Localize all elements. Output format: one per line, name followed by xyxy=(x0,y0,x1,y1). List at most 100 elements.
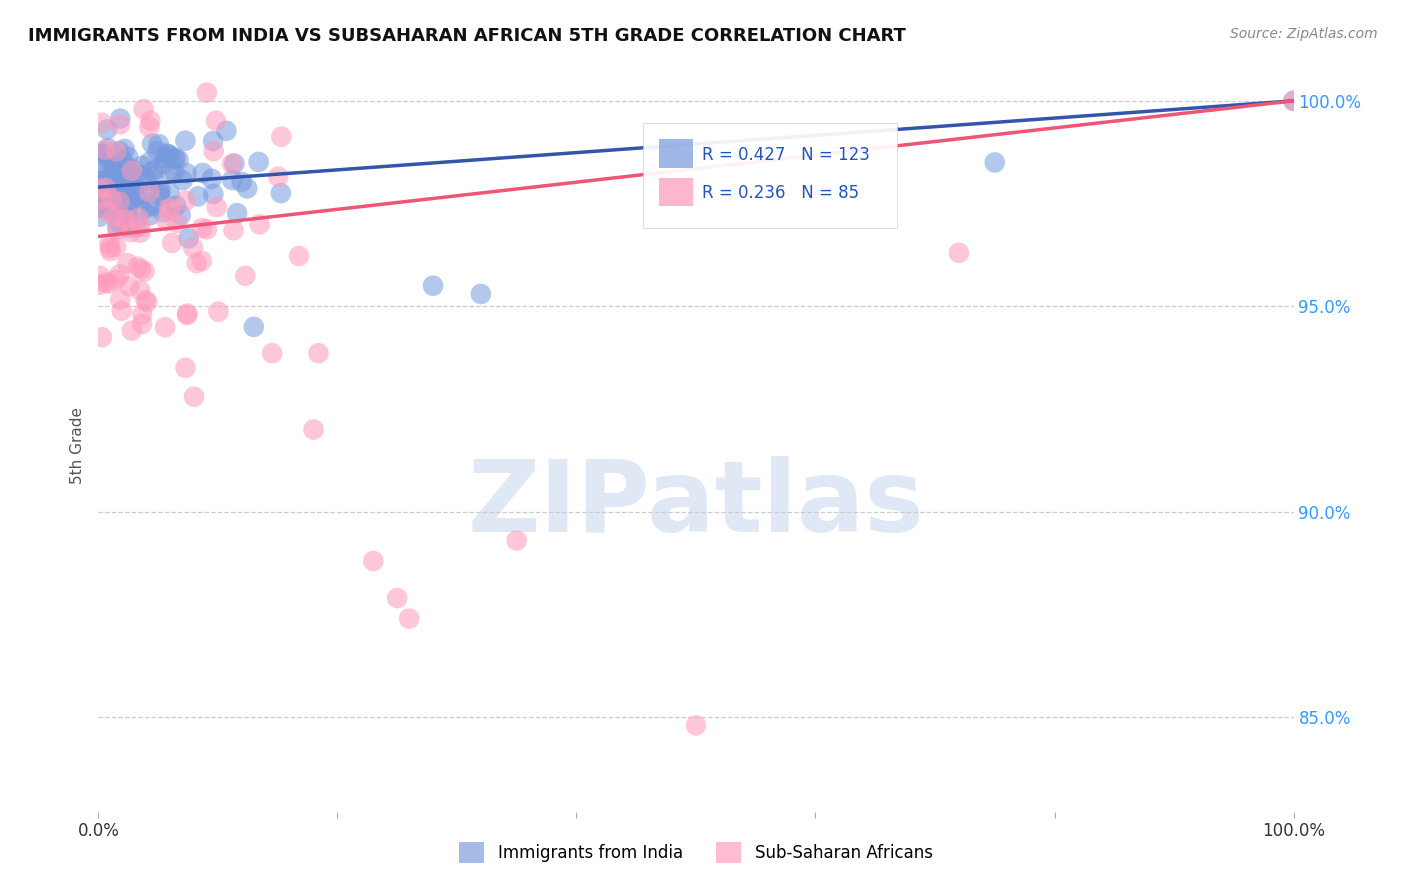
Point xyxy=(94,276,117,290)
Point xyxy=(202,144,225,158)
Point xyxy=(97,141,120,155)
Point xyxy=(114,142,136,156)
Point xyxy=(191,166,214,180)
Text: ZIPatlas: ZIPatlas xyxy=(468,456,924,553)
Point xyxy=(152,205,174,219)
Point xyxy=(142,174,165,188)
Point xyxy=(159,202,181,217)
Point xyxy=(112,172,135,186)
Point xyxy=(100,156,122,170)
Point xyxy=(110,210,132,224)
Point xyxy=(117,190,139,204)
Point xyxy=(121,166,143,180)
Point xyxy=(247,154,270,169)
Point xyxy=(146,144,169,158)
Point xyxy=(90,199,112,213)
Point xyxy=(125,189,148,203)
Point xyxy=(195,86,218,100)
Point xyxy=(94,204,117,219)
Point xyxy=(129,283,152,297)
Point xyxy=(134,264,156,278)
Point xyxy=(176,307,198,321)
Point xyxy=(148,185,170,199)
Point xyxy=(112,154,135,169)
Point xyxy=(221,173,243,187)
Point xyxy=(157,202,180,216)
Point xyxy=(90,330,112,344)
Point xyxy=(176,166,198,180)
Point xyxy=(98,244,121,259)
Point xyxy=(224,156,246,170)
Point xyxy=(221,157,243,171)
Point xyxy=(94,173,117,187)
Point xyxy=(120,194,142,209)
Point xyxy=(117,209,139,223)
Point xyxy=(685,718,707,732)
Point xyxy=(107,186,129,200)
Point xyxy=(98,184,121,198)
Point xyxy=(176,308,198,322)
Point xyxy=(385,591,409,605)
Point xyxy=(174,194,197,208)
Point xyxy=(128,211,150,225)
Point xyxy=(105,273,128,287)
Point xyxy=(201,172,224,186)
Point xyxy=(138,185,160,199)
Point xyxy=(170,208,193,222)
Point xyxy=(131,159,153,173)
Point xyxy=(96,122,118,136)
Point xyxy=(89,182,111,196)
Point xyxy=(139,113,162,128)
Text: R = 0.427   N = 123: R = 0.427 N = 123 xyxy=(703,145,870,163)
Point xyxy=(243,319,266,334)
Point xyxy=(138,208,160,222)
Point xyxy=(267,169,290,184)
Point xyxy=(156,146,179,161)
Point xyxy=(98,241,121,255)
Point xyxy=(163,165,186,179)
Point xyxy=(115,178,138,192)
Point xyxy=(125,219,148,234)
Point xyxy=(129,226,152,240)
Point xyxy=(89,277,111,292)
Point xyxy=(215,124,238,138)
Point xyxy=(222,223,245,237)
Point xyxy=(94,186,117,200)
Point xyxy=(110,173,132,187)
Point xyxy=(89,174,111,188)
Point xyxy=(249,217,271,231)
Point xyxy=(91,156,114,170)
Point xyxy=(108,268,131,282)
Point xyxy=(122,182,145,196)
Point xyxy=(207,304,229,318)
Point xyxy=(470,287,492,301)
Point xyxy=(100,199,122,213)
Point xyxy=(114,168,136,182)
Point xyxy=(105,240,128,254)
Y-axis label: 5th Grade: 5th Grade xyxy=(70,408,86,484)
Point xyxy=(506,533,529,548)
Point xyxy=(117,256,139,270)
Point xyxy=(149,188,172,202)
Point xyxy=(100,178,122,193)
Point xyxy=(89,181,111,195)
Point xyxy=(148,137,170,152)
Point xyxy=(122,170,145,185)
Point xyxy=(90,146,112,161)
Point xyxy=(233,268,256,283)
Point xyxy=(153,151,176,165)
Point xyxy=(108,117,131,131)
Point xyxy=(138,120,160,135)
Point xyxy=(226,206,249,220)
Point xyxy=(131,191,153,205)
Point xyxy=(103,183,125,197)
Point xyxy=(141,199,163,213)
Point xyxy=(94,178,117,193)
Point xyxy=(121,324,143,338)
Point xyxy=(166,216,188,230)
Point xyxy=(157,147,180,161)
Point xyxy=(142,164,165,178)
Point xyxy=(153,320,176,334)
Point xyxy=(94,174,117,188)
Point xyxy=(160,235,183,250)
